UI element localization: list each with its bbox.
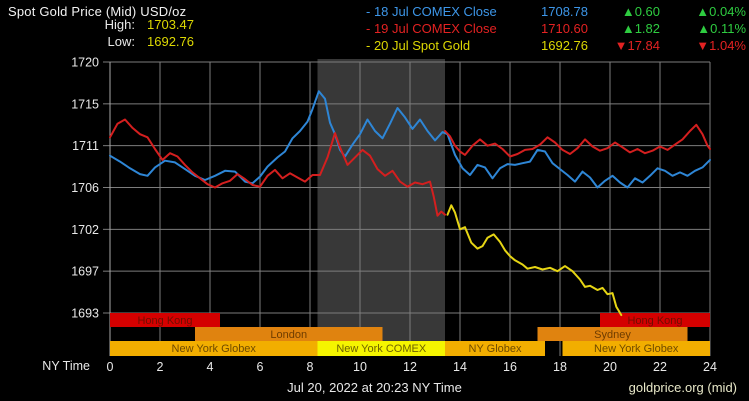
legend-change-pct-19jul: ▲0.11% (697, 21, 746, 36)
session-bar-label: Hong Kong (137, 315, 192, 327)
comex-session-shading (317, 59, 445, 356)
high-row: High: 1703.47 (0, 16, 194, 33)
y-tick-label: 1706 (71, 181, 99, 195)
session-bar (110, 341, 318, 356)
x-tick-label: 16 (503, 360, 517, 374)
session-bar-label: Sydney (594, 329, 631, 341)
session-bar (110, 313, 220, 327)
page-title: Spot Gold Price (Mid) USD/oz (8, 4, 187, 19)
session-bar (445, 341, 545, 356)
high-value: 1703.47 (147, 17, 194, 32)
x-axis-title: NY Time (42, 359, 90, 373)
x-tick-label: 18 (553, 360, 567, 374)
legend-row-19jul: - 19 Jul COMEX Close 1710.60 ▲1.82 ▲0.11… (360, 20, 746, 37)
session-bar-label: Hong Kong (627, 315, 682, 327)
x-tick-label: 24 (703, 360, 717, 374)
legend-label-20jul: - 20 Jul Spot Gold (366, 38, 471, 53)
x-tick-label: 8 (307, 360, 314, 374)
x-tick-label: 10 (353, 360, 367, 374)
session-bar-label: NY Globex (469, 343, 522, 355)
x-tick-label: 22 (653, 360, 667, 374)
legend-change-pct-18jul: ▲0.04% (696, 4, 746, 19)
y-tick-label: 1693 (71, 307, 99, 321)
session-bars: Hong Kong Hong Kong London Sydney New York G… (110, 313, 710, 356)
session-bar (537, 327, 688, 341)
legend: - 18 Jul COMEX Close 1708.78 ▲0.60 ▲0.04… (360, 3, 746, 54)
session-bar (195, 327, 383, 341)
session-bar (317, 341, 445, 356)
session-bar (562, 341, 710, 356)
legend-change-pct-20jul: ▼1.04% (696, 38, 746, 53)
y-tick-label: 1702 (71, 223, 99, 237)
low-value: 1692.76 (147, 34, 194, 49)
legend-label-19jul: - 19 Jul COMEX Close (366, 21, 497, 36)
y-tick-label: 1715 (71, 97, 99, 111)
y-tick-label: 1697 (71, 265, 99, 279)
series-blue (109, 90, 711, 189)
session-bar (600, 313, 710, 327)
y-tick-label: 1711 (72, 139, 99, 153)
high-low-block: High: 1703.47 Low: 1692.76 (0, 16, 194, 50)
source-link[interactable]: goldprice.org (mid) (628, 380, 737, 395)
series-yellow (446, 204, 623, 317)
high-label: High: (104, 17, 135, 32)
low-label: Low: (107, 34, 135, 49)
y-tick-label: 1720 (71, 56, 99, 70)
timestamp: Jul 20, 2022 at 20:23 NY Time (287, 380, 462, 395)
x-tick-label: 0 (107, 360, 114, 374)
legend-change-19jul: ▲1.82 (621, 21, 660, 36)
legend-row-20jul: - 20 Jul Spot Gold 1692.76 ▼17.84 ▼1.04% (360, 37, 746, 54)
session-bar-label: London (270, 329, 307, 341)
legend-label-18jul: - 18 Jul COMEX Close (366, 4, 497, 19)
series-red (109, 118, 711, 217)
low-row: Low: 1692.76 (0, 33, 194, 50)
x-tick-label: 12 (403, 360, 417, 374)
legend-value-18jul: 1708.78 (541, 4, 588, 19)
legend-change-18jul: ▲0.60 (621, 4, 660, 19)
x-tick-label: 14 (453, 360, 467, 374)
x-tick-label: 20 (603, 360, 617, 374)
legend-row-18jul: - 18 Jul COMEX Close 1708.78 ▲0.60 ▲0.04… (360, 3, 746, 20)
session-bar-label: New York COMEX (336, 343, 427, 355)
legend-change-20jul: ▼17.84 (614, 38, 660, 53)
session-bar-label: New York Globex (594, 343, 679, 355)
x-tick-label: 4 (207, 360, 214, 374)
x-tick-label: 6 (257, 360, 264, 374)
legend-value-20jul: 1692.76 (541, 38, 588, 53)
session-bar-label: New York Globex (172, 343, 257, 355)
legend-value-19jul: 1710.60 (541, 21, 588, 36)
x-tick-label: 2 (157, 360, 164, 374)
